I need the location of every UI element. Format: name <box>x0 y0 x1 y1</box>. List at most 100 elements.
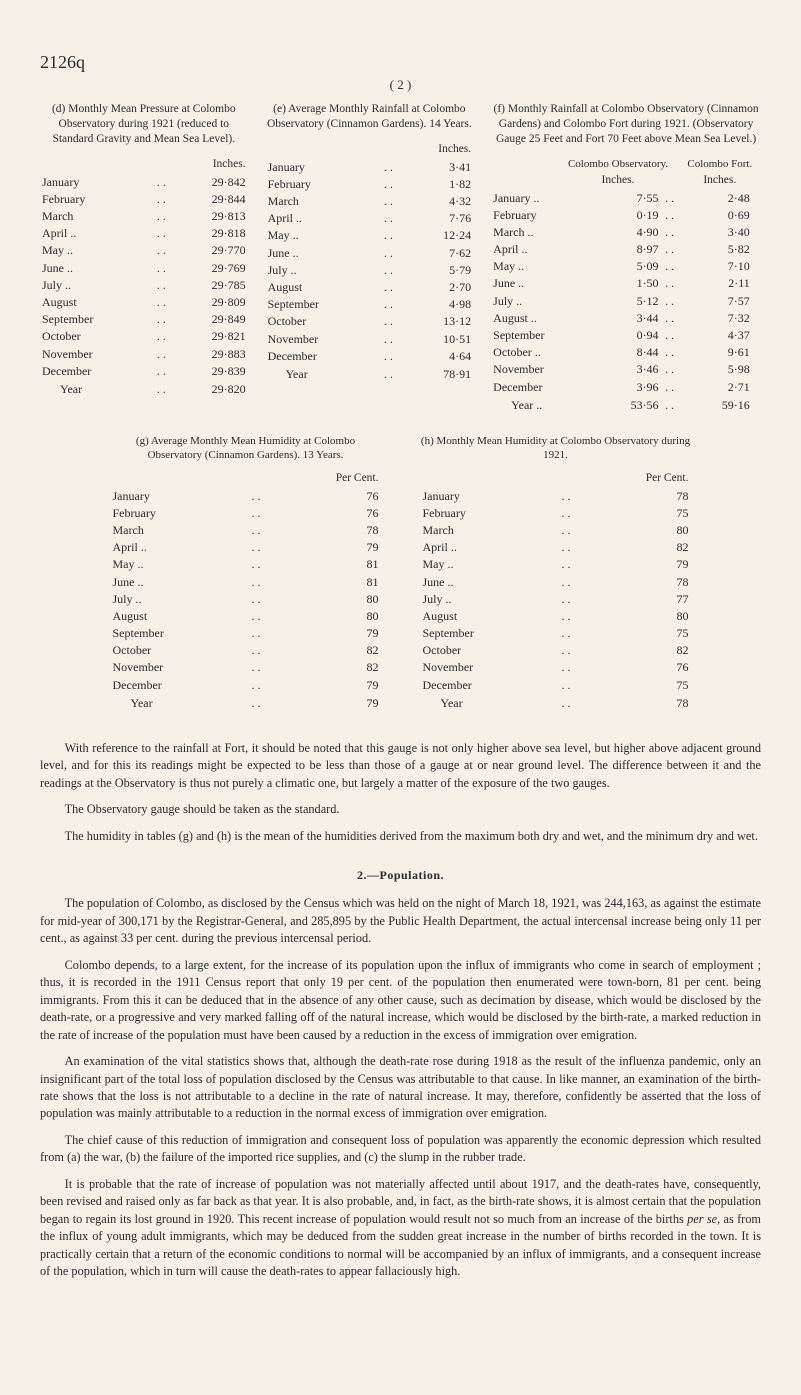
table-row-value: 75 <box>575 625 691 642</box>
table-row-label: January <box>421 487 558 504</box>
table-row-value: 1·82 <box>397 175 473 192</box>
table-row-label: April .. <box>111 539 248 556</box>
table-row-value: 4·37 <box>679 327 752 344</box>
table-row-value: 7·32 <box>679 309 752 326</box>
table-row-label: June .. <box>266 244 380 261</box>
table-h-unit: Per Cent. <box>575 471 691 488</box>
table-row-label: October <box>111 642 248 659</box>
table-row-value: 2·70 <box>397 279 473 296</box>
table-row-label: January <box>40 173 152 190</box>
table-h-data: Per Cent. January. .78February. .75March… <box>421 471 691 712</box>
table-row-value: 3·40 <box>679 223 752 240</box>
table-row-value: 3·44 <box>557 309 660 326</box>
table-g: (g) Average Monthly Mean Humidity at Col… <box>111 434 381 712</box>
table-h-year-label: Year <box>421 693 558 712</box>
table-row-value: 5·82 <box>679 241 752 258</box>
table-row-value: 29·769 <box>170 259 247 276</box>
table-row-value: 29·813 <box>170 208 247 225</box>
table-f-head2: Colombo Fort. <box>679 157 761 173</box>
table-row-label: December <box>491 378 557 395</box>
table-row-value: 76 <box>265 504 381 521</box>
table-row-label: February <box>266 175 380 192</box>
table-row-value: 1·50 <box>557 275 660 292</box>
table-row-label: November <box>491 361 557 378</box>
para-pop-1: The population of Colombo, as disclosed … <box>40 895 761 947</box>
table-row-value: 4·98 <box>397 296 473 313</box>
table-row-value: 79 <box>575 556 691 573</box>
table-row-value: 7·76 <box>397 210 473 227</box>
table-row-label: December <box>111 676 248 693</box>
table-row-value: 7·10 <box>679 258 752 275</box>
table-g-year-val: 79 <box>265 693 381 712</box>
table-e-title: (e) Average Monthly Rainfall at Colombo … <box>266 102 474 132</box>
table-row-value: 5·98 <box>679 361 752 378</box>
table-row-value: 75 <box>575 676 691 693</box>
table-row-value: 80 <box>575 521 691 538</box>
table-row-label: November <box>111 659 248 676</box>
table-row-label: July .. <box>491 292 557 309</box>
table-row-value: 82 <box>575 642 691 659</box>
table-row-value: 29·839 <box>170 362 247 379</box>
table-row-value: 79 <box>265 539 381 556</box>
table-row-value: 8·44 <box>557 344 660 361</box>
table-row-label: May .. <box>111 556 248 573</box>
table-row-label: July .. <box>111 590 248 607</box>
table-row-label: September <box>491 327 557 344</box>
table-row-value: 76 <box>575 659 691 676</box>
table-row-value: 82 <box>265 642 381 659</box>
table-row-label: August <box>111 607 248 624</box>
table-row-value: 29·844 <box>170 190 247 207</box>
table-row-value: 7·62 <box>397 244 473 261</box>
table-row-label: March .. <box>491 223 557 240</box>
table-row-label: April .. <box>421 539 558 556</box>
table-g-data: Per Cent. January. .76February. .76March… <box>111 471 381 712</box>
table-row-value: 29·821 <box>170 328 247 345</box>
table-e: (e) Average Monthly Rainfall at Colombo … <box>266 102 474 414</box>
table-row-label: February <box>421 504 558 521</box>
table-row-label: July .. <box>266 261 380 278</box>
table-row-label: July .. <box>40 276 152 293</box>
table-row-label: May .. <box>266 227 380 244</box>
table-row-value: 76 <box>265 487 381 504</box>
table-g-title: (g) Average Monthly Mean Humidity at Col… <box>111 434 381 463</box>
table-e-data: Inches. January. .3·41February. .1·82Mar… <box>266 142 474 383</box>
para-pop-4: The chief cause of this reduction of imm… <box>40 1132 761 1167</box>
table-row-value: 3·41 <box>397 158 473 175</box>
table-row-value: 4·32 <box>397 193 473 210</box>
table-row-label: June .. <box>40 259 152 276</box>
table-row-value: 5·09 <box>557 258 660 275</box>
table-row-value: 29·809 <box>170 293 247 310</box>
table-h-title: (h) Monthly Mean Humidity at Colombo Obs… <box>421 434 691 463</box>
table-row-value: 29·883 <box>170 345 247 362</box>
table-row-label: September <box>266 296 380 313</box>
table-row-value: 4·64 <box>397 347 473 364</box>
table-row-label: January <box>266 158 380 175</box>
para-humidity: The humidity in tables (g) and (h) is th… <box>40 828 761 845</box>
table-row-label: December <box>266 347 380 364</box>
table-row-label: April .. <box>266 210 380 227</box>
table-row-label: April .. <box>40 225 152 242</box>
table-row-label: May .. <box>421 556 558 573</box>
table-f-year-label: Year .. <box>491 395 557 414</box>
table-row-label: April .. <box>491 241 557 258</box>
table-row-value: 79 <box>265 625 381 642</box>
table-row-label: December <box>421 676 558 693</box>
table-row-value: 3·96 <box>557 378 660 395</box>
table-row-label: October <box>266 313 380 330</box>
table-row-value: 7·57 <box>679 292 752 309</box>
table-g-year-label: Year <box>111 693 248 712</box>
table-row-value: 2·11 <box>679 275 752 292</box>
table-f-year-v2: 59·16 <box>679 395 752 414</box>
table-row-label: November <box>40 345 152 362</box>
table-d-unit: Inches. <box>170 157 247 174</box>
table-row-value: 29·849 <box>170 311 247 328</box>
table-row-value: 5·12 <box>557 292 660 309</box>
table-f: (f) Monthly Rainfall at Colombo Observat… <box>491 102 761 414</box>
table-f-unit2: Inches. <box>679 173 761 190</box>
table-row-value: 12·24 <box>397 227 473 244</box>
table-row-label: November <box>421 659 558 676</box>
para-pop-2: Colombo depends, to a large extent, for … <box>40 957 761 1044</box>
table-f-unit1: Inches. <box>557 173 678 190</box>
table-row-value: 0·94 <box>557 327 660 344</box>
table-row-value: 80 <box>265 590 381 607</box>
